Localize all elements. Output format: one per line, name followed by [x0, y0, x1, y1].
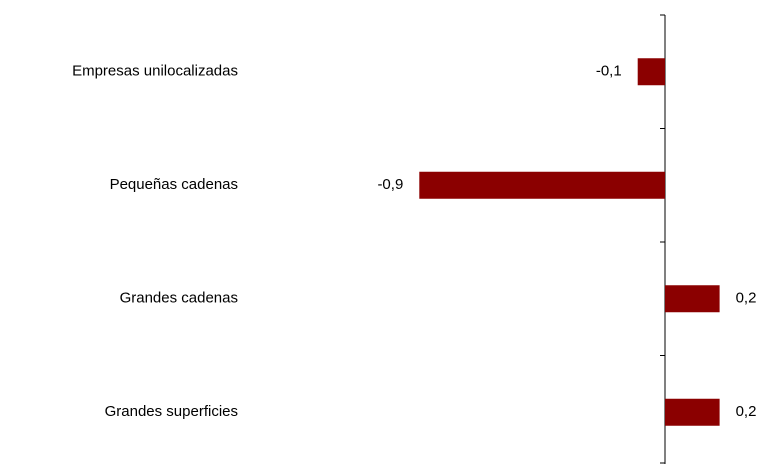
category-label: Empresas unilocalizadas — [72, 63, 238, 80]
category-label: Grandes cadenas — [120, 290, 238, 307]
bar — [665, 398, 720, 426]
category-label: Pequeñas cadenas — [110, 176, 238, 193]
value-label: -0,1 — [596, 63, 622, 80]
bar — [665, 285, 720, 313]
category-label: Grandes superficies — [105, 403, 238, 420]
bar — [419, 171, 665, 199]
value-label: 0,2 — [736, 290, 757, 307]
value-label: -0,9 — [377, 176, 403, 193]
value-label: 0,2 — [736, 403, 757, 420]
bar — [637, 58, 665, 86]
